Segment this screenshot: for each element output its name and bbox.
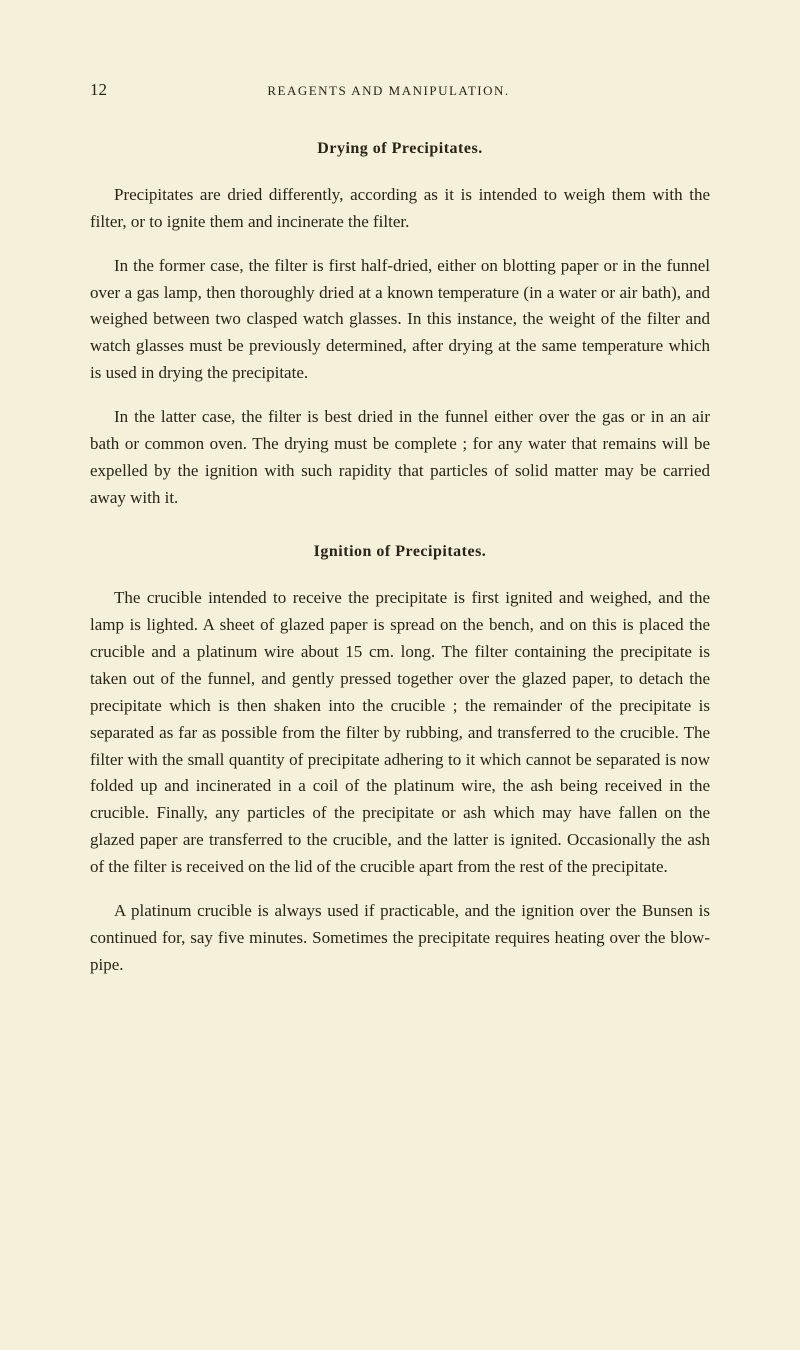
section-heading-drying: Drying of Precipitates.: [90, 140, 710, 158]
paragraph: In the latter case, the filter is best d…: [90, 404, 710, 511]
paragraph: In the former case, the filter is first …: [90, 253, 710, 387]
section-heading-ignition: Ignition of Precipitates.: [90, 543, 710, 561]
paragraph: The crucible intended to receive the pre…: [90, 585, 710, 880]
paragraph: A platinum crucible is always used if pr…: [90, 898, 710, 979]
running-header: REAGENTS AND MANIPULATION.: [107, 83, 670, 99]
page-number: 12: [90, 80, 107, 100]
header-row: 12 REAGENTS AND MANIPULATION.: [90, 80, 710, 100]
page-container: 12 REAGENTS AND MANIPULATION. Drying of …: [0, 0, 800, 1054]
paragraph: Precipitates are dried differently, acco…: [90, 182, 710, 236]
